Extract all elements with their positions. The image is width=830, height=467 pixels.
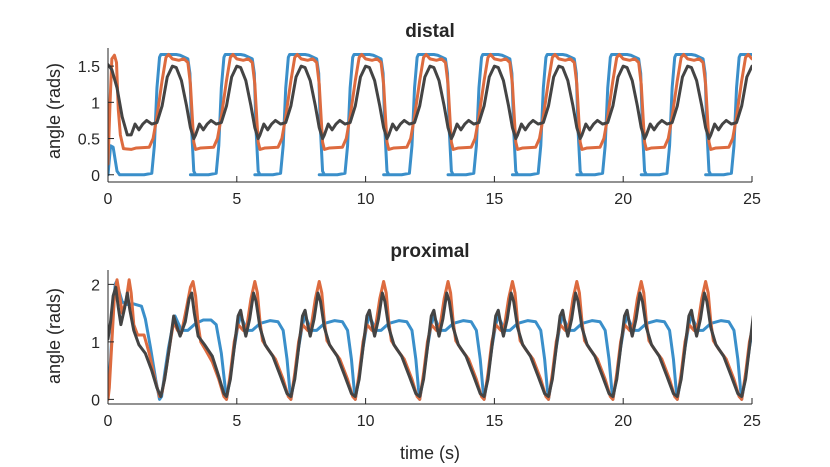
proximal-x-tick-label: 20: [614, 413, 632, 430]
proximal-x-tick-label: 25: [743, 413, 761, 430]
proximal-series-layer: [108, 278, 752, 401]
distal-x-tick-label: 5: [232, 191, 241, 208]
proximal-x-tick-label: 10: [357, 413, 375, 430]
proximal-y-tick-label: 0: [91, 392, 100, 409]
distal-ylabel: angle (rads): [44, 63, 64, 159]
proximal-series-blue: [108, 280, 752, 401]
distal-y-tick-label: 0: [91, 168, 100, 185]
proximal-series-orange: [108, 278, 752, 401]
proximal-axes: 0 5 10 15 20 25 0 1 2: [91, 270, 761, 430]
proximal-x-tick-label: 15: [486, 413, 504, 430]
proximal-series-black: [108, 285, 752, 399]
distal-series-black: [108, 63, 752, 141]
distal-y-tick-label: 1: [91, 95, 100, 112]
proximal-x-tick-label: 5: [232, 413, 241, 430]
proximal-subplot: proximal 0 5 10 15 20 25 0 1 2 angle (rads) time…: [44, 241, 761, 463]
distal-y-tick-label: 0.5: [78, 132, 100, 149]
distal-x-tick-label: 20: [614, 191, 632, 208]
distal-title: distal: [405, 21, 455, 42]
distal-series-blue: [108, 53, 752, 177]
proximal-title: proximal: [390, 241, 469, 262]
proximal-y-tick-label: 2: [91, 277, 100, 294]
distal-axes: 0 5 10 15 20 25 0 0.5 1 1.5: [78, 48, 761, 208]
distal-x-tick-label: 10: [357, 191, 375, 208]
proximal-y-tick-label: 1: [91, 335, 100, 352]
distal-x-tick-label: 15: [486, 191, 504, 208]
proximal-xlabel: time (s): [400, 443, 460, 463]
distal-x-tick-label: 25: [743, 191, 761, 208]
distal-subplot: distal 0 5 10 15 20 25 0 0.5 1 1.5 angle (rads): [44, 21, 761, 208]
distal-series-layer: [108, 53, 752, 177]
distal-series-orange: [108, 53, 752, 166]
proximal-x-tick-label: 0: [104, 413, 113, 430]
distal-x-tick-label: 0: [104, 191, 113, 208]
distal-y-tick-label: 1.5: [78, 59, 100, 76]
proximal-ylabel: angle (rads): [44, 288, 64, 384]
